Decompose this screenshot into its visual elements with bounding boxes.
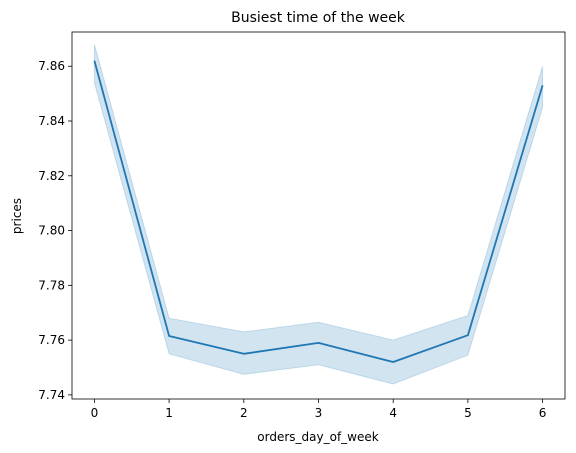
- chart-title: Busiest time of the week: [231, 10, 406, 26]
- y-axis-label: prices: [10, 198, 24, 234]
- x-tick-label-6: 6: [539, 406, 547, 420]
- y-axis: 7.74 7.76 7.78 7.80 7.82 7.84 7.86: [38, 59, 72, 402]
- confidence-band: [93, 44, 544, 385]
- x-axis: 0 1 2 3 4 5 6: [91, 399, 547, 420]
- plot-frame: [71, 31, 566, 400]
- x-tick-label-5: 5: [464, 406, 472, 420]
- x-tick-label-4: 4: [389, 406, 397, 420]
- y-tick-label-7.80: 7.80: [38, 224, 65, 238]
- series-line: [93, 60, 544, 363]
- y-tick-label-7.86: 7.86: [38, 59, 65, 73]
- x-tick-label-3: 3: [315, 406, 323, 420]
- y-tick-label-7.76: 7.76: [38, 333, 65, 347]
- y-tick-label-7.84: 7.84: [38, 114, 65, 128]
- x-tick-label-0: 0: [91, 406, 99, 420]
- plot-area: [93, 44, 544, 385]
- x-tick-label-1: 1: [165, 406, 173, 420]
- y-tick-label-7.78: 7.78: [38, 278, 65, 292]
- y-tick-label-7.82: 7.82: [38, 169, 65, 183]
- x-tick-label-2: 2: [240, 406, 248, 420]
- y-tick-label-7.74: 7.74: [38, 388, 65, 402]
- x-axis-label: orders_day_of_week: [257, 430, 378, 444]
